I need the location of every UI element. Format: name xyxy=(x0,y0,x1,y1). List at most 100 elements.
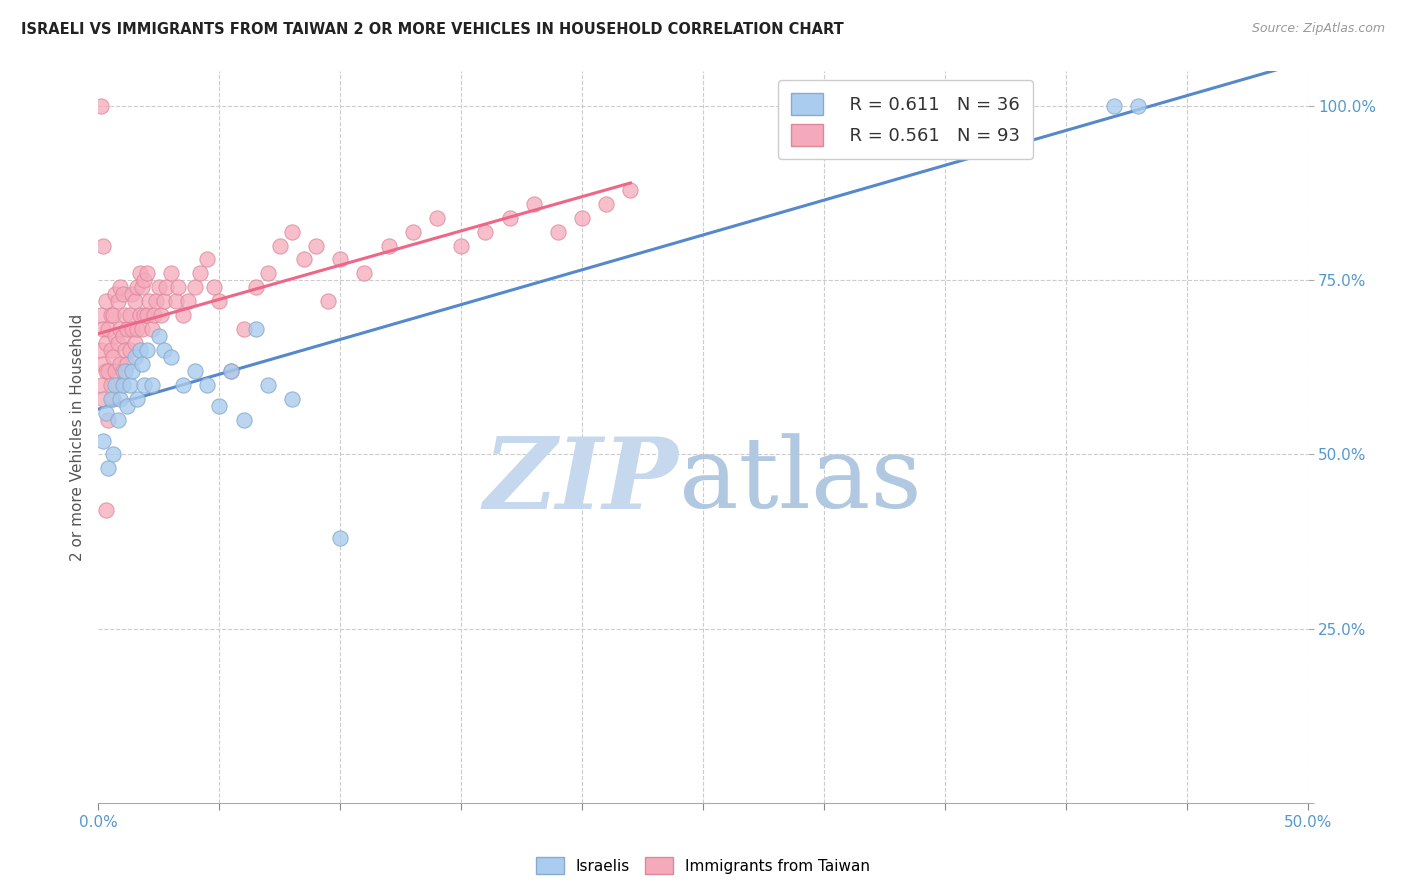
Point xyxy=(104,287,127,301)
Point xyxy=(90,377,112,392)
Point xyxy=(316,294,339,309)
Point xyxy=(111,287,134,301)
Point xyxy=(141,377,163,392)
Point xyxy=(160,350,183,364)
Point xyxy=(305,238,328,252)
Point xyxy=(281,225,304,239)
Point xyxy=(128,343,150,357)
Point xyxy=(353,266,375,280)
Point xyxy=(90,99,112,113)
Point xyxy=(256,266,278,280)
Point xyxy=(1102,99,1125,113)
Point xyxy=(108,280,131,294)
Point xyxy=(134,273,156,287)
Point xyxy=(204,280,226,294)
Point xyxy=(292,252,315,267)
Point xyxy=(91,357,114,371)
Point xyxy=(127,280,149,294)
Point xyxy=(107,336,129,351)
Point xyxy=(547,225,569,239)
Point xyxy=(329,531,352,545)
Point xyxy=(101,392,124,406)
Point xyxy=(114,308,136,322)
Point xyxy=(117,322,139,336)
Point xyxy=(107,294,129,309)
Point xyxy=(104,377,127,392)
Point xyxy=(135,343,157,357)
Point xyxy=(402,225,425,239)
Point xyxy=(221,364,243,378)
Point xyxy=(138,294,160,309)
Point xyxy=(97,461,120,475)
Point xyxy=(245,322,267,336)
Point xyxy=(100,377,122,392)
Point xyxy=(94,294,117,309)
Point xyxy=(177,294,200,309)
Point xyxy=(145,294,167,309)
Point xyxy=(1128,99,1150,113)
Point xyxy=(595,196,617,211)
Point xyxy=(118,377,141,392)
Point xyxy=(377,238,399,252)
Point xyxy=(108,357,131,371)
Legend:   R = 0.611   N = 36,   R = 0.561   N = 93: R = 0.611 N = 36, R = 0.561 N = 93 xyxy=(779,80,1032,159)
Point xyxy=(269,238,291,252)
Point xyxy=(188,266,211,280)
Point xyxy=(118,308,141,322)
Point xyxy=(131,357,153,371)
Point xyxy=(101,350,124,364)
Point xyxy=(221,364,243,378)
Point xyxy=(107,377,129,392)
Point xyxy=(208,399,231,413)
Point xyxy=(101,308,124,322)
Point xyxy=(90,343,112,357)
Point xyxy=(94,336,117,351)
Point xyxy=(111,377,134,392)
Point xyxy=(127,392,149,406)
Point xyxy=(131,280,153,294)
Point xyxy=(121,322,143,336)
Point xyxy=(152,343,174,357)
Point xyxy=(184,280,207,294)
Point xyxy=(148,280,170,294)
Point xyxy=(94,406,117,420)
Point xyxy=(100,308,122,322)
Point xyxy=(108,322,131,336)
Point xyxy=(135,266,157,280)
Point xyxy=(134,377,156,392)
Point xyxy=(619,183,641,197)
Point xyxy=(94,364,117,378)
Point xyxy=(124,336,146,351)
Point xyxy=(94,503,117,517)
Point xyxy=(155,280,177,294)
Point xyxy=(165,294,187,309)
Point xyxy=(114,343,136,357)
Point xyxy=(172,308,194,322)
Point xyxy=(184,364,207,378)
Text: Source: ZipAtlas.com: Source: ZipAtlas.com xyxy=(1251,22,1385,36)
Point xyxy=(97,364,120,378)
Text: atlas: atlas xyxy=(679,434,921,529)
Point xyxy=(172,377,194,392)
Point xyxy=(121,287,143,301)
Point xyxy=(127,322,149,336)
Y-axis label: 2 or more Vehicles in Household: 2 or more Vehicles in Household xyxy=(69,313,84,561)
Point xyxy=(195,377,218,392)
Point xyxy=(232,412,254,426)
Point xyxy=(167,280,190,294)
Point xyxy=(329,252,352,267)
Point xyxy=(91,434,114,448)
Point xyxy=(256,377,278,392)
Text: ZIP: ZIP xyxy=(484,433,679,529)
Point xyxy=(134,308,156,322)
Point xyxy=(124,294,146,309)
Point xyxy=(124,350,146,364)
Point xyxy=(101,448,124,462)
Point xyxy=(245,280,267,294)
Point xyxy=(148,329,170,343)
Point xyxy=(150,308,173,322)
Point xyxy=(474,225,496,239)
Point xyxy=(141,322,163,336)
Point xyxy=(143,308,166,322)
Point xyxy=(498,211,520,225)
